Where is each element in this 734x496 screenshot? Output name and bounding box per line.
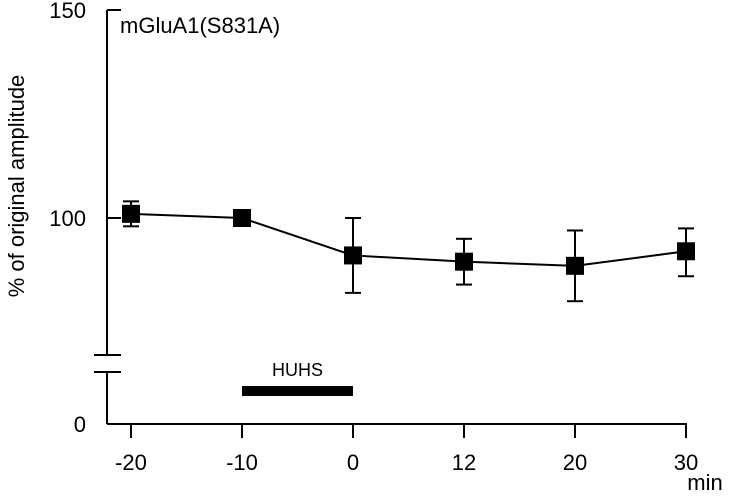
x-tick-label--20: -20: [115, 450, 147, 475]
x-tick-label-20: 20: [563, 450, 587, 475]
y-tick-label-0: 0: [74, 412, 86, 437]
y-axis-label: % of original amplitude: [4, 75, 29, 298]
x-tick-label-0: 0: [347, 450, 359, 475]
x-tick-label--10: -10: [226, 450, 258, 475]
x-ticks: -20 -10 0 12 20 30: [115, 424, 698, 475]
data-point-4: [566, 256, 584, 275]
data-point-2: [344, 246, 362, 265]
data-point-1: [233, 209, 251, 227]
y-tick-label-100: 100: [49, 206, 86, 231]
data-point-3: [455, 252, 473, 271]
treatment-bar-label: HUHS: [272, 360, 323, 380]
data-series: [122, 200, 695, 303]
treatment-bar-group: HUHS: [242, 360, 353, 396]
treatment-bar: [242, 386, 353, 396]
series-line: [130, 212, 687, 267]
data-point-5: [677, 242, 695, 261]
y-axis: 0 100 150: [49, 0, 121, 437]
data-point-0: [122, 204, 140, 223]
x-axis-label: min: [687, 470, 722, 495]
chart-annotation: mGluA1(S831A): [120, 13, 280, 38]
x-tick-label-30: 30: [674, 450, 698, 475]
y-tick-label-150: 150: [49, 0, 86, 23]
x-axis: -20 -10 0 12 20 30 min: [107, 423, 723, 495]
x-tick-label-12: 12: [452, 450, 476, 475]
y-ticks: 0 100 150: [49, 0, 121, 437]
